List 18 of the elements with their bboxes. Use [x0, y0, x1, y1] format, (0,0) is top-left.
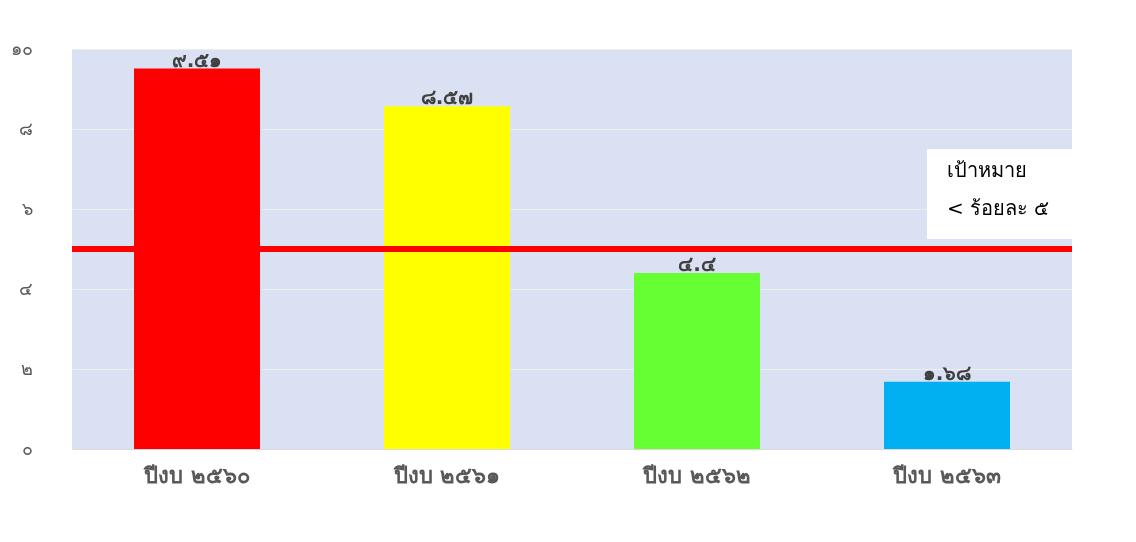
y-tick-label: ๑๐	[10, 37, 33, 59]
x-tick-label: ปีงบ ๒๕๖๓	[892, 462, 1001, 488]
y-tick-label: ๘	[18, 117, 33, 139]
y-tick-label: ๒	[20, 357, 33, 379]
y-tick-label: ๖	[21, 197, 33, 219]
bar	[884, 381, 1010, 449]
ref-line-label: เป้าหมาย < ร้อยละ ๕	[947, 158, 1050, 220]
y-tick-label: ๐	[21, 437, 33, 459]
x-tick-label: ปีงบ ๒๕๖๑	[392, 462, 501, 488]
data-label: ๑.๖๘	[922, 360, 972, 385]
bar	[634, 273, 760, 449]
data-label: ๙.๕๑	[171, 47, 223, 72]
data-label: ๔.๔	[678, 252, 716, 276]
x-tick-label: ปีงบ ๒๕๖๐	[143, 462, 250, 488]
x-tick-label: ปีงบ ๒๕๖๒	[642, 462, 751, 488]
data-label: ๘.๕๗	[420, 85, 474, 110]
bar	[384, 106, 510, 449]
y-tick-label: ๔	[18, 277, 33, 299]
